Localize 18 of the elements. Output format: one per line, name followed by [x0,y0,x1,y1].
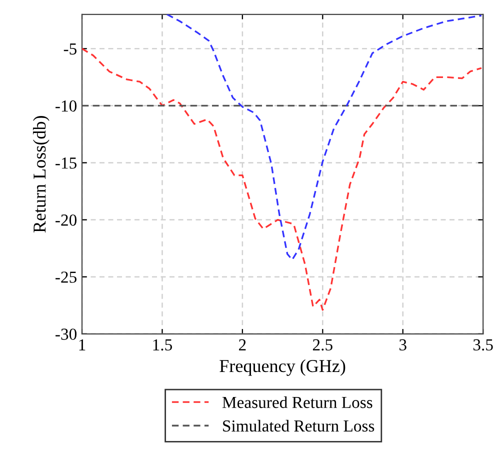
y-tick-label: -15 [56,158,76,169]
y-tick-label: -20 [56,214,77,226]
y-tick-label: -30 [56,328,77,340]
y-tick-label: -10 [56,100,77,112]
x-tick-label: 2.5 [312,339,332,351]
x-tick-label: 1 [79,339,86,350]
y-axis-title: Return Loss(db) [33,116,50,233]
x-axis-title: Frequency (GHz) [220,359,346,376]
y-tick-label: -25 [56,272,76,283]
legend-label: Measured Return Loss [222,396,372,408]
line-series [82,48,482,311]
y-tick-label: -5 [64,44,76,55]
line-series [166,14,482,261]
x-tick-label: 3.5 [473,339,493,351]
x-tick-label: 2 [239,339,246,350]
x-tick-label: 3 [400,339,406,350]
legend-label: Simulated Return Loss [223,420,374,432]
x-tick-label: 1.5 [153,339,172,351]
